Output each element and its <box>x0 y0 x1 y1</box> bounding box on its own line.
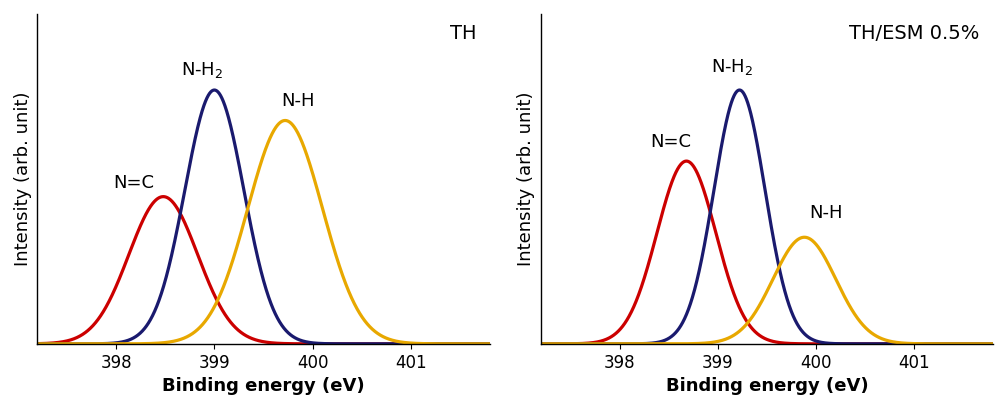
Text: N-H: N-H <box>810 204 843 222</box>
Text: TH: TH <box>449 24 476 43</box>
X-axis label: Binding energy (eV): Binding energy (eV) <box>666 377 868 395</box>
Text: N=C: N=C <box>651 133 691 151</box>
Y-axis label: Intensity (arb. unit): Intensity (arb. unit) <box>518 92 536 266</box>
X-axis label: Binding energy (eV): Binding energy (eV) <box>162 377 365 395</box>
Text: TH/ESM 0.5%: TH/ESM 0.5% <box>849 24 980 43</box>
Text: N=C: N=C <box>113 173 154 191</box>
Y-axis label: Intensity (arb. unit): Intensity (arb. unit) <box>14 92 32 266</box>
Text: N-H$_2$: N-H$_2$ <box>181 60 224 80</box>
Text: N-H: N-H <box>281 92 314 110</box>
Text: N-H$_2$: N-H$_2$ <box>711 57 754 77</box>
